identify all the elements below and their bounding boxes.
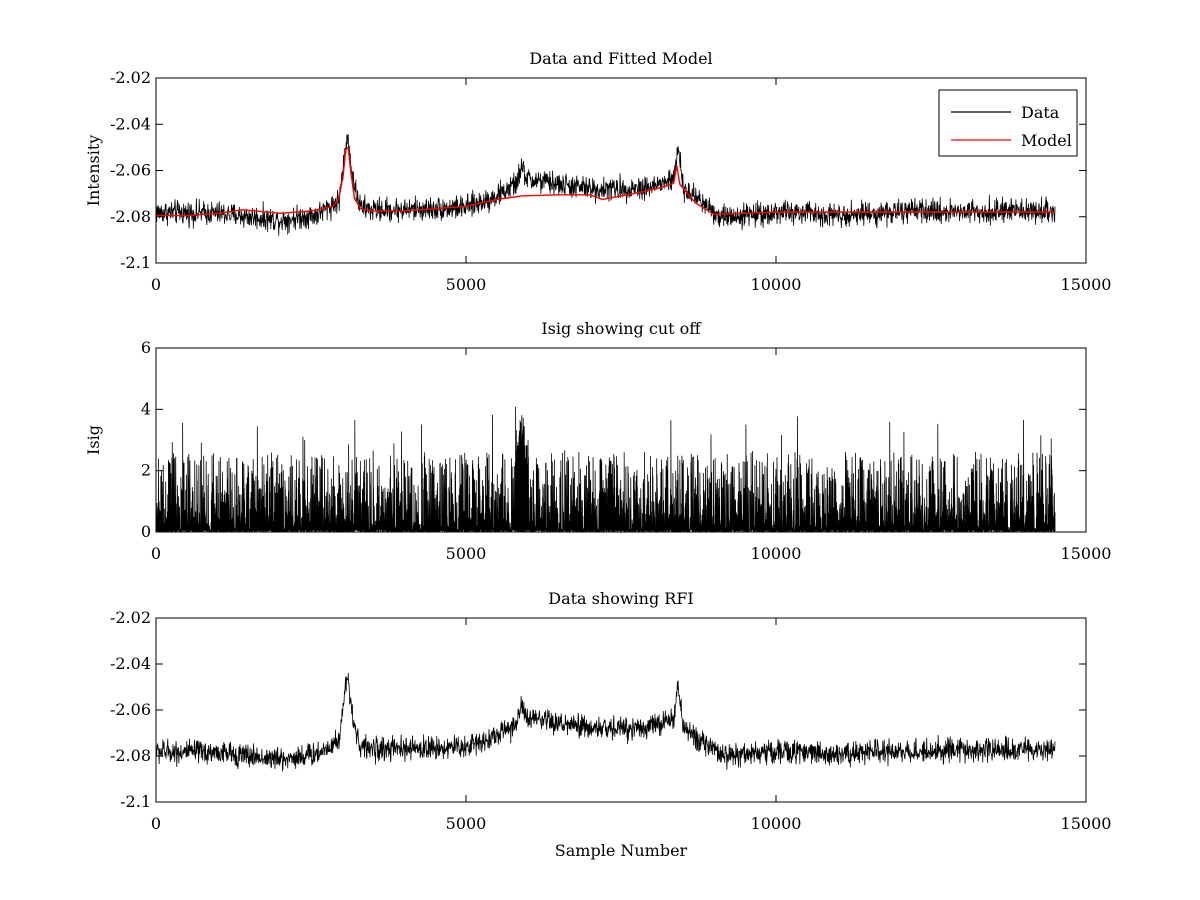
y-tick-label: -2.04: [110, 654, 151, 673]
chart-panel-1: 0 5000 10000 15000 -2.1 -2.08 -2.06 -2.04 -2.02 D…: [84, 49, 1111, 294]
y-tick-label: -2.04: [110, 114, 151, 133]
y-tick-label: -2.08: [110, 746, 151, 765]
y-tick-label: -2.06: [110, 700, 151, 719]
y-tick-label: 4: [141, 399, 151, 418]
y-tick-label: 0: [141, 522, 151, 541]
x-axis-label: Sample Number: [555, 841, 688, 860]
x-tick-label: 5000: [446, 544, 487, 563]
y-tick-label: -2.1: [120, 792, 151, 811]
legend-box: [938, 89, 1078, 157]
x-tick-label: 5000: [446, 814, 487, 833]
y-tick-label: -2.06: [110, 161, 151, 180]
series-line-data: [155, 134, 1056, 236]
plot-area: [156, 78, 1086, 263]
chart-title: Data showing RFI: [548, 589, 693, 608]
axes-frame: [155, 347, 1087, 533]
series-line-1: [155, 406, 1056, 533]
y-tick-label: 6: [141, 338, 151, 357]
x-tick-label: 0: [151, 544, 161, 563]
y-tick-label: 2: [141, 461, 151, 480]
chart-panel-3: 0 5000 10000 15000 -2.1 -2.08 -2.06 -2.04 -2.02 D…: [110, 589, 1111, 860]
legend: Data Model: [938, 89, 1078, 157]
x-tick-label: 0: [151, 275, 161, 294]
y-tick-label: -2.08: [110, 207, 151, 226]
y-tick-label: -2.02: [110, 68, 151, 87]
x-tick-label: 5000: [446, 275, 487, 294]
y-axis-label: Intensity: [84, 135, 103, 207]
x-tick-label: 10000: [751, 544, 802, 563]
y-tick-label: -2.1: [120, 253, 151, 272]
x-tick-label: 15000: [1061, 814, 1112, 833]
x-tick-label: 15000: [1061, 544, 1112, 563]
plot-area: [156, 618, 1086, 802]
series-line-model: [156, 146, 1055, 217]
x-tick-label: 0: [151, 814, 161, 833]
legend-label-model: Model: [1021, 131, 1072, 150]
legend-label-data: Data: [1021, 103, 1060, 122]
chart-title: Isig showing cut off: [541, 319, 702, 338]
x-tick-label: 15000: [1061, 275, 1112, 294]
y-axis-label: Isig: [84, 425, 103, 455]
series-line-1: [155, 672, 1056, 772]
x-tick-label: 10000: [751, 275, 802, 294]
chart-panel-2: 0 5000 10000 15000 0 2 4 6 Isig showing cut off I…: [84, 319, 1111, 563]
chart-title: Data and Fitted Model: [529, 49, 712, 68]
y-tick-label: -2.02: [110, 608, 151, 627]
x-tick-label: 10000: [751, 814, 802, 833]
